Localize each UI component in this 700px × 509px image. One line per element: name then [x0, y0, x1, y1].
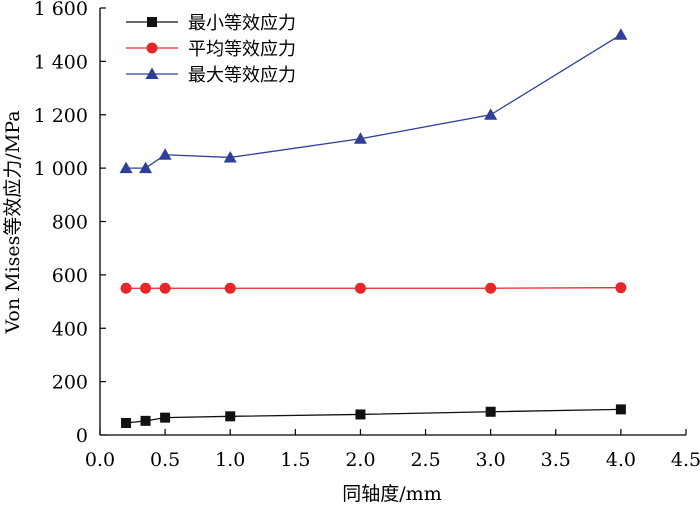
y-axis-title: Von Mises等效应力/MPa	[2, 110, 24, 334]
data-point	[140, 415, 151, 426]
series-3	[119, 28, 628, 174]
series-line	[126, 287, 621, 289]
x-tick-label: 2.5	[410, 449, 440, 471]
legend-label: 平均等效应力	[188, 39, 296, 60]
data-point	[614, 28, 628, 40]
legend-label: 最大等效应力	[188, 65, 296, 86]
data-point	[484, 108, 498, 120]
legend-item-2: 平均等效应力	[126, 39, 296, 60]
data-point	[121, 417, 132, 428]
data-point	[485, 406, 496, 417]
data-point	[158, 148, 172, 160]
data-point	[224, 282, 236, 294]
legend-marker	[146, 42, 158, 54]
x-tick-label: 0.5	[150, 449, 180, 471]
legend-marker	[147, 17, 157, 27]
data-point	[353, 132, 367, 144]
data-point	[223, 150, 237, 163]
x-tick-label: 4.0	[606, 449, 636, 471]
series-layer	[119, 28, 628, 428]
data-point	[159, 282, 171, 294]
series-1	[121, 404, 626, 428]
axes: 0.0 0.5 1.0 1.5 2.0 2.5 3.0 3.5 4.0 4.5 0 200 400 600…	[34, 0, 700, 471]
y-tick-label: 400	[52, 318, 88, 340]
data-point	[160, 412, 171, 423]
data-point	[120, 282, 132, 294]
data-point	[140, 282, 152, 294]
data-point	[225, 411, 236, 422]
series-2	[120, 282, 627, 294]
x-tick-label: 3.0	[476, 449, 506, 471]
data-point	[615, 404, 626, 415]
y-tick-label: 0	[76, 425, 88, 447]
y-tick-label: 1 600	[34, 0, 88, 20]
x-tick-label: 1.5	[280, 449, 310, 471]
x-tick-label: 3.5	[541, 449, 571, 471]
legend-label: 最小等效应力	[188, 13, 296, 34]
y-tick-label: 600	[52, 265, 88, 287]
x-tick-label: 2.0	[345, 449, 375, 471]
data-point	[119, 161, 133, 174]
y-tick-label: 1 200	[34, 105, 88, 127]
legend-marker	[145, 67, 159, 79]
data-point	[485, 282, 497, 294]
y-tick-label: 200	[52, 372, 88, 394]
data-point	[615, 282, 627, 294]
data-point	[355, 409, 366, 420]
y-tick-label: 800	[52, 212, 88, 234]
series-line	[125, 408, 621, 424]
x-tick-label: 1.0	[215, 449, 245, 471]
x-tick-label: 0.0	[85, 449, 115, 471]
legend-item-3: 最大等效应力	[126, 65, 296, 86]
data-point	[354, 282, 366, 294]
x-tick-label: 4.5	[671, 449, 700, 471]
data-point	[139, 161, 153, 174]
y-tick-label: 1 000	[34, 158, 88, 180]
y-tick-label: 1 400	[34, 51, 88, 73]
legend-item-1: 最小等效应力	[126, 13, 296, 34]
x-axis-title: 同轴度/mm	[342, 483, 441, 505]
